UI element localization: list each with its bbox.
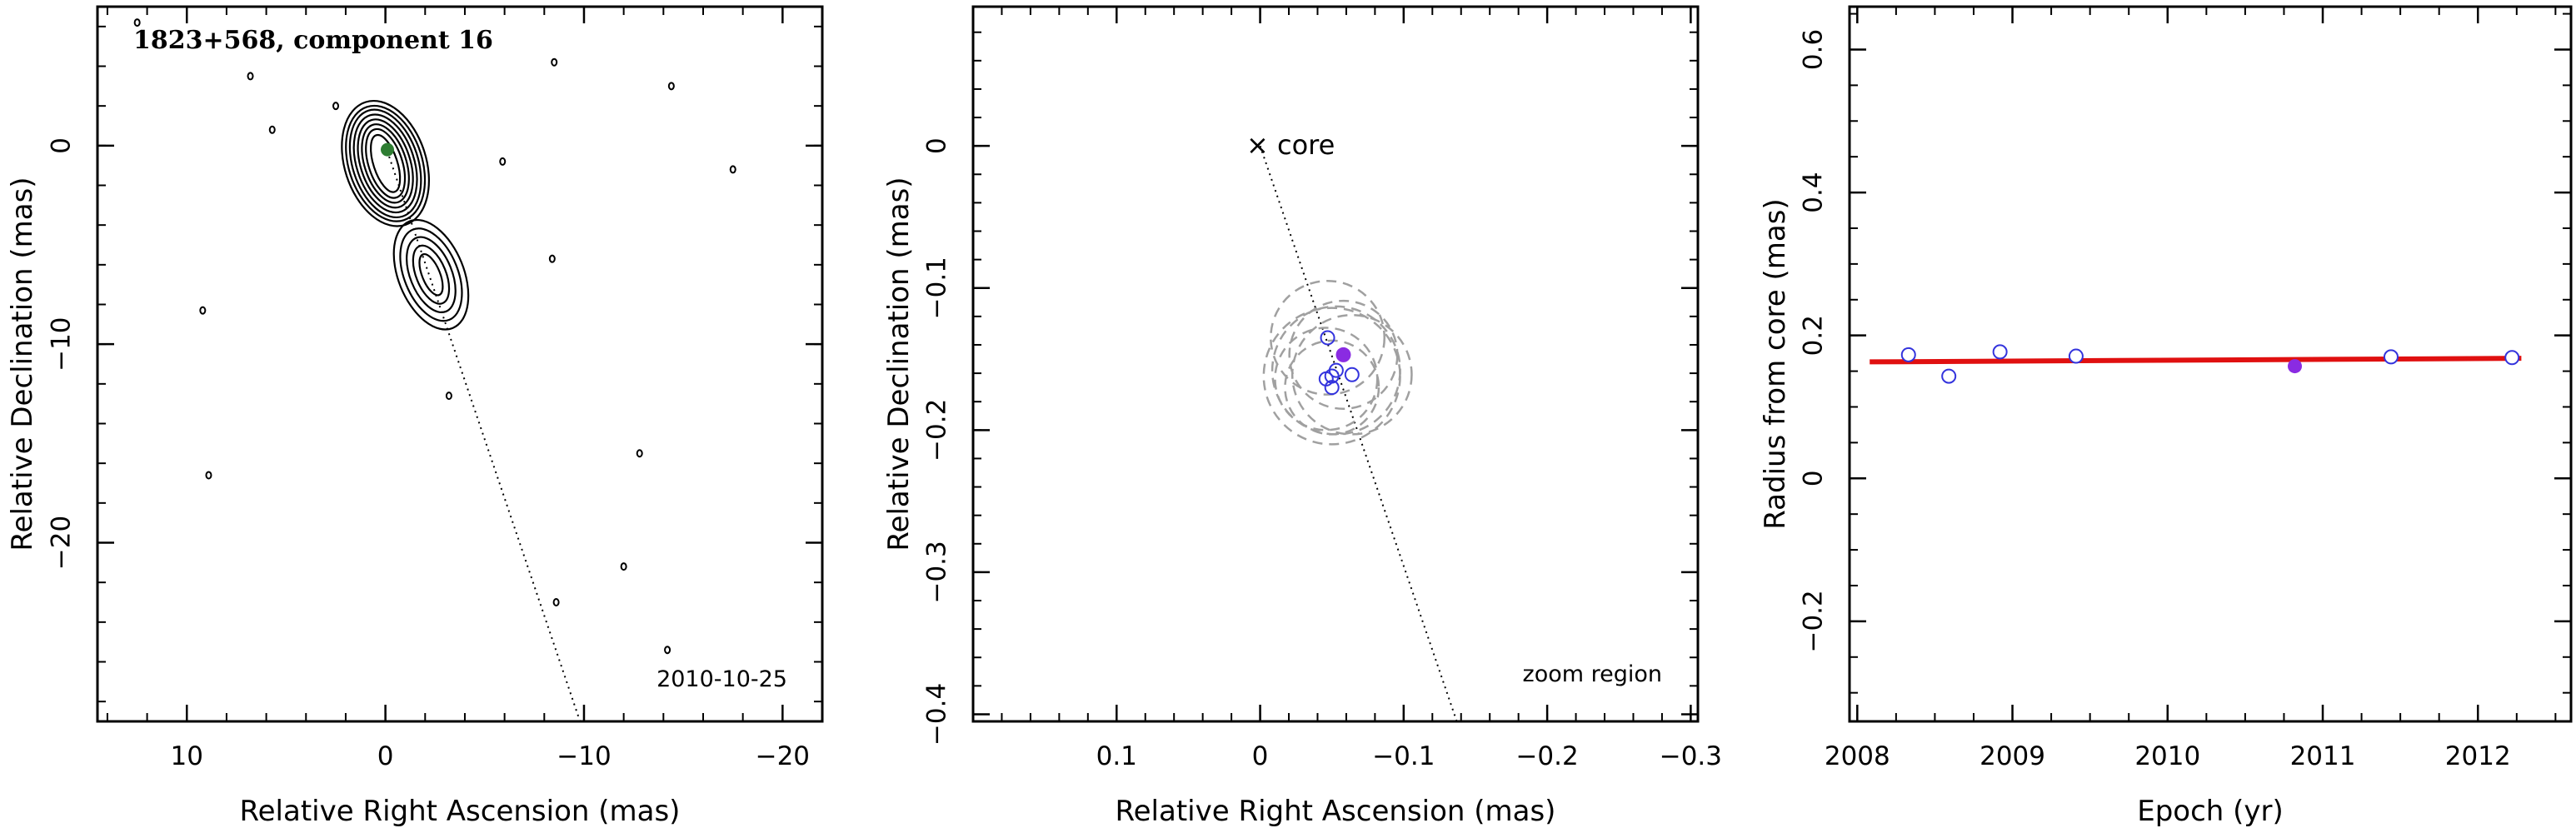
panel-1-core-contour: [365, 127, 407, 199]
panel-2-open-point: [1324, 368, 1340, 384]
panel-3-x-tick-label: 2011: [2290, 741, 2356, 771]
panel-1-core-contour: [341, 99, 430, 227]
panel-1-core-contour: [361, 123, 410, 204]
panel-2-error-circle: [1284, 339, 1380, 436]
panel-2-open-point: [1324, 380, 1340, 396]
panel-1-x-axis-title: Relative Right Ascension (mas): [240, 795, 681, 828]
panel-2-filled-point: [1335, 347, 1351, 362]
panel-1-knot-contour: [418, 253, 444, 297]
panel-3-ticks: 2008 2009 2010 2011 2012 −0.2 0 0.2 0.4 0.6: [1799, 7, 2571, 771]
panel-2-x-tick-label: 0: [1252, 741, 1269, 771]
panel-1-noise-contour: [205, 471, 212, 480]
panel-1-knot-contour: [392, 218, 470, 331]
panel-2-frame: [971, 5, 1700, 723]
panel-1-noise-contour: [667, 82, 675, 91]
panel-3-y-tick-label: 0: [1799, 470, 1829, 486]
panel-2-x-tick-label: −0.3: [1660, 741, 1722, 771]
panel-3-fit-line: [1870, 356, 2522, 365]
panel-3-radius-vs-epoch: 2008 2009 2010 2011 2012 −0.2 0 0.2 0.4 0.6 Epoch…: [1759, 5, 2573, 828]
panel-3-x-tick-label: 2008: [1825, 741, 1890, 771]
panel-1-noise-contour: [620, 562, 627, 571]
panel-3-y-tick-label: 0.4: [1799, 172, 1829, 212]
panel-3-x-tick-label: 2012: [2445, 741, 2511, 771]
panel-1-knot-contour: [406, 236, 457, 314]
panel-1-noise-contour: [552, 598, 560, 606]
panel-1-plot-area: [133, 18, 736, 722]
panel-3-y-tick-label: −0.2: [1799, 590, 1829, 652]
panel-1-core-contour: [348, 108, 422, 219]
panel-2-ticks: 0.1 0 −0.1 −0.2 −0.3 0 −0.1 −0.2 −0.3 −0.4: [922, 7, 1722, 771]
panel-1-noise-contour: [247, 72, 254, 81]
panel-1-component-marker: [381, 142, 394, 157]
panel-3-filled-point: [2287, 359, 2302, 374]
panel-3-x-tick-label: 2010: [2134, 741, 2200, 771]
panel-1-frame: [96, 5, 824, 723]
panel-1-contour-map: 10 0 −10 −200−10−20 1823+568, component 16 …: [6, 5, 824, 828]
panel-2-error-circle: [1270, 279, 1386, 396]
panel-1-core-contour: [352, 113, 418, 214]
panel-2-error-circle: [1262, 307, 1401, 446]
panel-3-open-point: [1941, 368, 1957, 384]
panel-1-y-tick-label: −20: [47, 516, 77, 570]
panel-1-title: 1823+568, component 16: [133, 26, 493, 55]
panel-2-plot-area: [1259, 145, 1458, 722]
panel-3-open-point: [1992, 344, 2008, 360]
panel-1-knot-contour: [399, 227, 463, 322]
panel-2-x-tick-label: −0.1: [1372, 741, 1435, 771]
panel-2-y-tick-label: −0.1: [922, 257, 952, 319]
panel-3-open-point: [2504, 350, 2520, 366]
panel-3-x-axis-title: Epoch (yr): [2137, 795, 2284, 828]
panel-3-open-point: [2383, 349, 2399, 365]
panel-2-error-circle: [1290, 313, 1413, 436]
panel-1-noise-contour: [636, 449, 643, 458]
panel-1-y-tick-label: 0: [47, 137, 77, 154]
panel-1-noise-contour: [445, 392, 452, 401]
panel-1-noise-contour: [332, 102, 340, 111]
panel-1-x-tick-label: 10: [171, 741, 203, 771]
panel-1-noise-contour: [548, 254, 556, 263]
panel-2-y-tick-label: 0: [922, 137, 952, 154]
panel-1-x-tick-label: −10: [557, 741, 611, 771]
panel-2-y-tick-label: −0.2: [922, 399, 952, 461]
panel-2-y-tick-label: −0.3: [922, 541, 952, 603]
panel-3-open-point: [2068, 348, 2084, 364]
panel-2-core-label: × core: [1246, 129, 1335, 161]
panel-3-y-tick-label: 0.2: [1799, 315, 1829, 356]
panel-3-y-axis-title: Radius from core (mas): [1759, 198, 1792, 529]
panel-1-noise-contour: [664, 646, 671, 655]
panel-1-noise-contour: [133, 18, 141, 27]
panel-1-noise-contour: [551, 57, 558, 67]
panel-1-ticks: 10 0 −10 −20 0 −10 −20: [47, 7, 823, 771]
panel-1-noise-contour: [199, 306, 207, 315]
panel-1-core-contour: [345, 104, 427, 222]
panel-1-noise-contour: [499, 157, 507, 166]
panel-3-y-tick-label: 0.6: [1799, 29, 1829, 70]
panel-2-x-tick-label: 0.1: [1096, 741, 1137, 771]
panel-2-x-tick-label: −0.2: [1515, 741, 1578, 771]
panel-3-open-point: [1900, 347, 1916, 362]
panel-2-x-axis-title: Relative Right Ascension (mas): [1116, 795, 1556, 828]
panel-1-noise-contour: [729, 165, 736, 174]
panel-2-zoom-scatter: 0.1 0 −0.1 −0.2 −0.3 0 −0.1 −0.2 −0.3 −0.4 × core…: [882, 5, 1722, 828]
panel-1-noise-contour: [268, 125, 276, 134]
panel-3-frame: [1848, 5, 2573, 723]
panel-2-open-point: [1320, 330, 1335, 346]
panel-2-y-axis-title: Relative Declination (mas): [882, 177, 916, 551]
panel-1-date-label: 2010-10-25: [656, 666, 787, 692]
panel-1-y-axis-title: Relative Declination (mas): [6, 177, 39, 551]
panel-1-y-tick-label: −10: [47, 317, 77, 371]
panel-3-plot-area: [1870, 344, 2522, 384]
panel-1-knot-contour: [412, 244, 451, 305]
panel-2-open-point: [1344, 367, 1360, 382]
panel-1-core-contour: [369, 133, 402, 193]
panel-2-y-tick-label: −0.4: [922, 683, 952, 746]
panel-1-x-tick-label: 0: [377, 741, 394, 771]
panel-2-zoom-label: zoom region: [1523, 661, 1662, 687]
panel-1-x-tick-label: −20: [756, 741, 810, 771]
panel-1-core-contour: [357, 118, 414, 209]
panel-3-x-tick-label: 2009: [1979, 741, 2045, 771]
panel-1-trajectory-line: [384, 145, 582, 722]
